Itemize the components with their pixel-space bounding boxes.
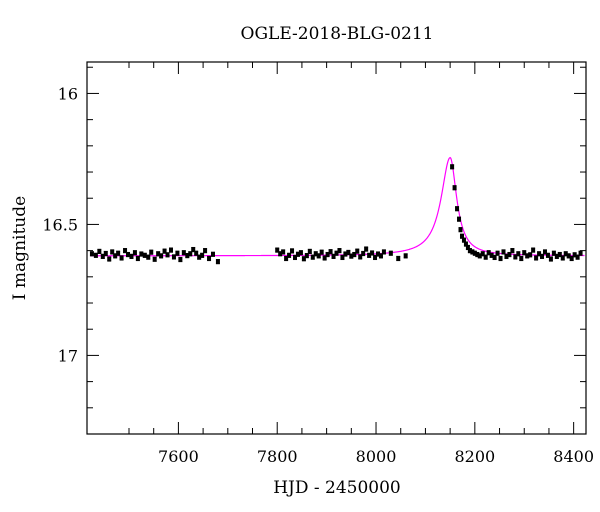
data-point — [203, 248, 208, 254]
data-point — [149, 249, 154, 255]
data-point — [142, 252, 147, 258]
data-point — [119, 255, 124, 261]
data-point — [396, 255, 401, 262]
data-point — [322, 255, 327, 261]
x-tick-labels: 7600 7800 8000 8200 8400 — [158, 447, 594, 466]
data-point — [388, 250, 393, 256]
data-point — [146, 254, 151, 260]
data-point — [452, 185, 457, 191]
data-point — [197, 254, 202, 260]
data-point — [181, 250, 186, 256]
y-tick-label: 17 — [58, 346, 78, 365]
data-point — [171, 254, 176, 260]
data-point — [165, 252, 170, 258]
y-tick-label: 16.5 — [42, 215, 78, 234]
y-axis-label: I magnitude — [10, 196, 30, 300]
data-point — [126, 251, 131, 258]
data-point — [168, 247, 173, 253]
x-tick-label: 8400 — [553, 447, 594, 466]
data-point — [498, 255, 503, 262]
data-point — [578, 250, 583, 256]
plot-frame — [86, 61, 587, 435]
data-point — [188, 251, 193, 257]
data-point — [139, 251, 144, 257]
data-point — [355, 248, 360, 254]
data-point — [107, 256, 112, 262]
data-point — [554, 253, 559, 259]
y-tick-labels: 16 16.5 17 — [42, 84, 78, 365]
data-point — [516, 251, 521, 257]
data-point — [370, 250, 375, 256]
data-point — [93, 252, 98, 258]
data-point — [495, 250, 500, 256]
data-point — [175, 250, 180, 256]
data-point — [215, 259, 220, 265]
y-tick-label: 16 — [58, 84, 78, 103]
data-point — [560, 255, 565, 261]
data-point — [132, 250, 137, 256]
data-point — [328, 249, 333, 255]
data-point — [191, 246, 196, 253]
data-point — [361, 250, 366, 257]
data-point — [319, 249, 324, 255]
x-tick-label: 8000 — [356, 447, 397, 466]
x-axis-label: HJD - 2450000 — [273, 478, 401, 498]
data-point — [403, 253, 408, 259]
data-point — [97, 248, 102, 255]
data-point — [376, 251, 381, 257]
data-point — [483, 254, 488, 260]
data-point — [129, 253, 134, 259]
data-point — [450, 164, 455, 170]
data-point — [569, 255, 574, 262]
data-point — [458, 227, 463, 233]
data-point — [534, 255, 539, 261]
data-point — [287, 252, 292, 258]
data-point — [486, 250, 491, 256]
data-point — [557, 251, 562, 258]
data-point — [207, 255, 212, 262]
data-point — [307, 248, 312, 255]
data-point — [103, 250, 108, 257]
data-point — [210, 251, 215, 257]
data-point — [531, 247, 536, 253]
data-point — [337, 248, 342, 254]
data-point — [492, 254, 497, 261]
data-point — [152, 256, 157, 262]
data-point — [457, 216, 462, 222]
data-point — [178, 256, 183, 263]
data-point — [364, 246, 369, 252]
x-tick-label: 7800 — [257, 447, 298, 466]
data-point — [200, 252, 205, 258]
x-tick-label: 8200 — [454, 447, 495, 466]
data-point — [116, 250, 121, 256]
data-point — [381, 249, 386, 255]
data-point — [510, 248, 515, 254]
data-point — [528, 252, 533, 258]
data-points-layer — [89, 164, 583, 265]
data-point — [501, 249, 506, 255]
data-point — [281, 249, 286, 255]
data-point — [89, 251, 94, 257]
chart-title: OGLE-2018-BLG-0211 — [241, 24, 434, 44]
x-tick-label: 7600 — [158, 447, 199, 466]
axis-ticks — [87, 62, 586, 435]
data-point — [159, 253, 164, 259]
data-point — [135, 255, 140, 262]
data-point — [519, 255, 524, 262]
data-point — [455, 206, 460, 212]
model-curve — [90, 156, 585, 257]
data-point — [304, 253, 309, 259]
data-point — [540, 253, 545, 259]
data-point — [548, 256, 553, 262]
data-point — [290, 248, 295, 254]
data-point — [298, 250, 303, 256]
model-layer — [90, 156, 585, 257]
